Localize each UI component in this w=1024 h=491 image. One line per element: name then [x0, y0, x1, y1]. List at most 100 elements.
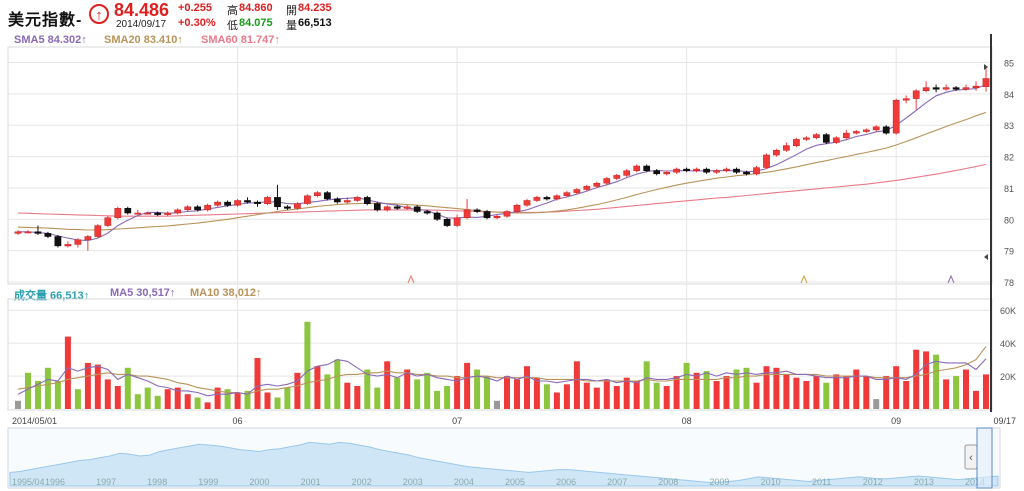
price-axis: 78 79 80 81 82 83 84 85 — [1004, 59, 1014, 289]
candle-body — [613, 175, 621, 179]
volume-bar — [733, 369, 740, 409]
navigator-year-label: 1997 — [96, 477, 116, 487]
candle-body — [533, 197, 541, 201]
range-navigator[interactable]: 1995/04 1996 1997 1998 1999 2000 2001 2002 2003 2… — [7, 427, 1001, 489]
candle-body — [154, 212, 162, 215]
volume-bar — [294, 372, 301, 409]
navigator-year-label: 1999 — [198, 477, 218, 487]
candle-body — [623, 170, 631, 176]
candle-body — [373, 203, 381, 211]
volume-bar — [254, 358, 261, 409]
volume-bar — [164, 389, 171, 409]
candle-body — [693, 168, 700, 171]
volume-bar — [793, 377, 800, 409]
volume-bar — [15, 400, 21, 409]
volume-bar — [643, 361, 650, 409]
last-price: 84.486 — [114, 0, 170, 20]
candle-body — [713, 170, 720, 173]
high-value: 84.860 — [239, 2, 273, 14]
volume-bar — [494, 400, 500, 409]
navigator-year-label: 2006 — [556, 477, 576, 487]
instrument-title: 美元指數- — [8, 12, 83, 29]
candle-body — [204, 204, 211, 211]
candle-body — [314, 192, 321, 196]
candle-body — [44, 233, 52, 237]
candle-body — [882, 126, 890, 134]
volume-bar — [174, 387, 181, 409]
volume-bar — [913, 349, 920, 409]
volume-bar — [194, 397, 201, 409]
candle-body — [842, 132, 850, 139]
candle-body — [783, 145, 790, 151]
date-tick-label: 2014/05/01 — [12, 416, 57, 426]
volume-bar — [374, 387, 381, 409]
scroll-left-icon[interactable] — [984, 254, 988, 260]
volume-bar — [484, 376, 490, 409]
navigator-left-icon[interactable]: ‹ — [969, 452, 973, 464]
candle-body — [324, 192, 331, 200]
candle-body — [922, 87, 930, 91]
volume-bar — [394, 377, 401, 409]
date-tick-label: 07 — [452, 416, 462, 426]
volume-bar — [424, 372, 431, 409]
navigator-year-label: 2004 — [454, 477, 474, 487]
navigator-year-label: 1996 — [45, 477, 65, 487]
candle-body — [264, 197, 271, 204]
volume-tick-label: 20K — [1000, 372, 1016, 382]
candle-body — [962, 87, 970, 90]
volume-bar — [44, 367, 51, 409]
candle-body — [94, 225, 102, 237]
navigator-year-label: 2001 — [301, 477, 321, 487]
volume-bar — [104, 379, 111, 409]
volume-bar — [873, 399, 880, 409]
candle-body — [543, 197, 551, 200]
volume-bar — [444, 386, 451, 409]
candle-body — [503, 211, 511, 217]
navigator-selection[interactable] — [976, 427, 993, 489]
grid — [8, 47, 992, 410]
candle-body — [224, 201, 231, 206]
price-tick-label: 85 — [1004, 59, 1014, 69]
high-label: 高 — [227, 5, 238, 17]
sma20-line — [17, 111, 987, 231]
candle-body — [114, 208, 122, 218]
volume-bar — [234, 392, 241, 409]
volume-bar — [943, 379, 950, 409]
volume-bar — [983, 374, 989, 409]
sma5-line — [18, 83, 987, 242]
navigator-year-label: 2011 — [812, 477, 831, 487]
volume-bar — [64, 336, 71, 409]
volume-bar — [354, 386, 361, 409]
volume-bar — [384, 361, 391, 409]
volume-bar — [763, 366, 770, 409]
volume-bar — [573, 361, 580, 409]
low-label: 低 — [227, 20, 238, 32]
volume-bar — [284, 387, 291, 409]
volume-bar — [543, 384, 550, 409]
volume-bar — [274, 397, 281, 409]
candle-body — [862, 129, 870, 132]
navigator-year-label: 1995/04 — [12, 477, 45, 487]
candle-body — [304, 195, 311, 204]
scroll-right-icon[interactable] — [984, 64, 988, 70]
sma60-line — [17, 163, 987, 217]
volume-bar — [693, 372, 700, 409]
candle-body — [403, 206, 411, 209]
candle-body — [703, 168, 710, 173]
volume-bar — [743, 367, 750, 409]
volume-bar — [434, 390, 441, 409]
open-value: 84.235 — [298, 2, 332, 14]
candle-body — [902, 98, 910, 101]
navigator-area — [9, 441, 999, 487]
volume-bar — [504, 376, 510, 409]
price-change-pct: +0.30% — [178, 17, 216, 29]
volume-bar — [224, 389, 231, 409]
date-tick-label: 09 — [891, 416, 901, 426]
candle-body — [284, 206, 291, 209]
candle-body — [24, 231, 32, 234]
candle-body — [912, 90, 920, 99]
volume-bar — [154, 395, 161, 409]
candle-body — [134, 212, 142, 215]
volume-bar — [663, 386, 670, 409]
